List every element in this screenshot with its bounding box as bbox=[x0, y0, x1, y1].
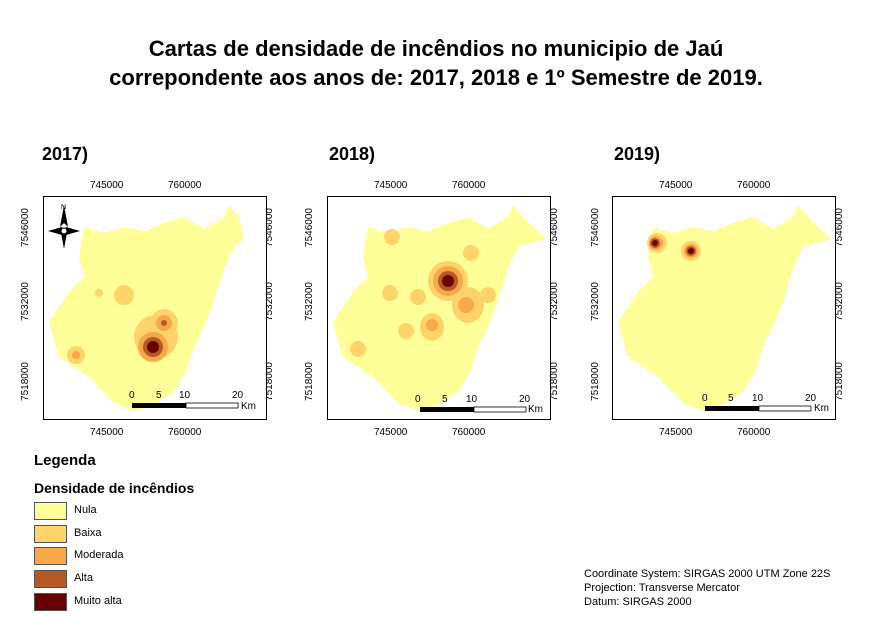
x-tick-top: 745000 bbox=[374, 180, 408, 191]
hotspot-baixa bbox=[114, 285, 134, 305]
legend-subtitle: Densidade de incêndios bbox=[34, 480, 195, 496]
scale-label: 10 bbox=[752, 393, 764, 404]
y-tick-left: 7518000 bbox=[303, 362, 315, 401]
hotspot-baixa bbox=[410, 289, 426, 305]
hotspot-muito-alta bbox=[688, 248, 694, 254]
scale-label: 0 bbox=[702, 393, 708, 404]
x-tick-bottom: 745000 bbox=[90, 427, 124, 438]
hotspot-baixa bbox=[398, 323, 414, 339]
municipality-shape bbox=[618, 205, 831, 411]
map-title-line1: Cartas de densidade de incêndios no muni… bbox=[148, 36, 724, 61]
y-tick-left: 7518000 bbox=[19, 362, 31, 401]
x-tick-top: 760000 bbox=[168, 180, 202, 191]
legend-label: Baixa bbox=[74, 527, 102, 539]
municipality-shape bbox=[333, 205, 546, 411]
y-tick-left: 7546000 bbox=[19, 208, 31, 247]
legend-swatch bbox=[34, 593, 67, 611]
crs-coordinate-system: Coordinate System: SIRGAS 2000 UTM Zone … bbox=[584, 568, 831, 580]
hotspot-muito-alta bbox=[147, 341, 159, 353]
legend-title: Legenda bbox=[34, 452, 96, 469]
north-label: N bbox=[61, 204, 66, 211]
legend-label: Nula bbox=[74, 504, 97, 516]
x-tick-top: 745000 bbox=[659, 180, 693, 191]
hotspot-moderada bbox=[458, 297, 474, 313]
x-tick-bottom: 760000 bbox=[737, 427, 771, 438]
x-tick-top: 760000 bbox=[452, 180, 486, 191]
scale-unit: Km bbox=[241, 401, 256, 412]
y-tick-left: 7518000 bbox=[589, 362, 601, 401]
scale-unit: Km bbox=[528, 404, 543, 415]
scale-label: 20 bbox=[232, 390, 244, 401]
scale-label: 20 bbox=[805, 393, 817, 404]
scale-label: 10 bbox=[466, 394, 478, 405]
hotspot-baixa bbox=[95, 289, 103, 297]
north-arrow-icon bbox=[48, 205, 80, 249]
scale-label: 0 bbox=[129, 390, 135, 401]
x-tick-bottom: 745000 bbox=[374, 427, 408, 438]
hotspot-muito-alta bbox=[652, 240, 658, 246]
panel-year-2018: 2018) bbox=[329, 144, 376, 164]
scale-label: 20 bbox=[519, 394, 531, 405]
map-panel-2018 bbox=[327, 196, 551, 420]
scale-unit: Km bbox=[814, 403, 829, 414]
legend-label: Moderada bbox=[74, 549, 124, 561]
x-tick-bottom: 745000 bbox=[659, 427, 693, 438]
map-title-line2: correpondente aos anos de: 2017, 2018 e … bbox=[109, 65, 763, 90]
legend-swatch bbox=[34, 570, 67, 588]
hotspot-baixa bbox=[382, 285, 398, 301]
x-tick-top: 745000 bbox=[90, 180, 124, 191]
crs-datum: Datum: SIRGAS 2000 bbox=[584, 596, 692, 608]
hotspot-muito-alta bbox=[442, 275, 454, 287]
y-tick-left: 7532000 bbox=[303, 282, 315, 321]
legend-swatch bbox=[34, 547, 67, 565]
y-tick-left: 7546000 bbox=[589, 208, 601, 247]
legend-label: Muito alta bbox=[74, 595, 122, 607]
scale-label: 5 bbox=[156, 390, 162, 401]
hotspot-alta bbox=[161, 320, 167, 326]
crs-projection: Projection: Transverse Mercator bbox=[584, 582, 740, 594]
x-tick-bottom: 760000 bbox=[452, 427, 486, 438]
x-tick-bottom: 760000 bbox=[168, 427, 202, 438]
x-tick-top: 760000 bbox=[737, 180, 771, 191]
scale-label: 0 bbox=[415, 394, 421, 405]
legend-label: Alta bbox=[74, 572, 93, 584]
map-panel-2017: N bbox=[43, 196, 267, 420]
legend-swatch bbox=[34, 525, 67, 543]
panel-year-2017: 2017) bbox=[42, 144, 89, 164]
y-tick-left: 7546000 bbox=[303, 208, 315, 247]
hotspot-moderada bbox=[426, 319, 438, 331]
municipality-shape bbox=[49, 205, 244, 411]
y-tick-left: 7532000 bbox=[19, 282, 31, 321]
hotspot-baixa bbox=[463, 245, 479, 261]
hotspot-baixa bbox=[350, 341, 366, 357]
scale-label: 5 bbox=[442, 394, 448, 405]
scale-label: 10 bbox=[179, 390, 191, 401]
y-tick-left: 7532000 bbox=[589, 282, 601, 321]
legend-swatch bbox=[34, 502, 67, 520]
hotspot-baixa bbox=[480, 287, 496, 303]
scale-label: 5 bbox=[728, 393, 734, 404]
hotspot-baixa bbox=[384, 229, 400, 245]
map-panel-2019 bbox=[612, 196, 836, 420]
hotspot-moderada bbox=[72, 351, 80, 359]
panel-year-2019: 2019) bbox=[614, 144, 661, 164]
